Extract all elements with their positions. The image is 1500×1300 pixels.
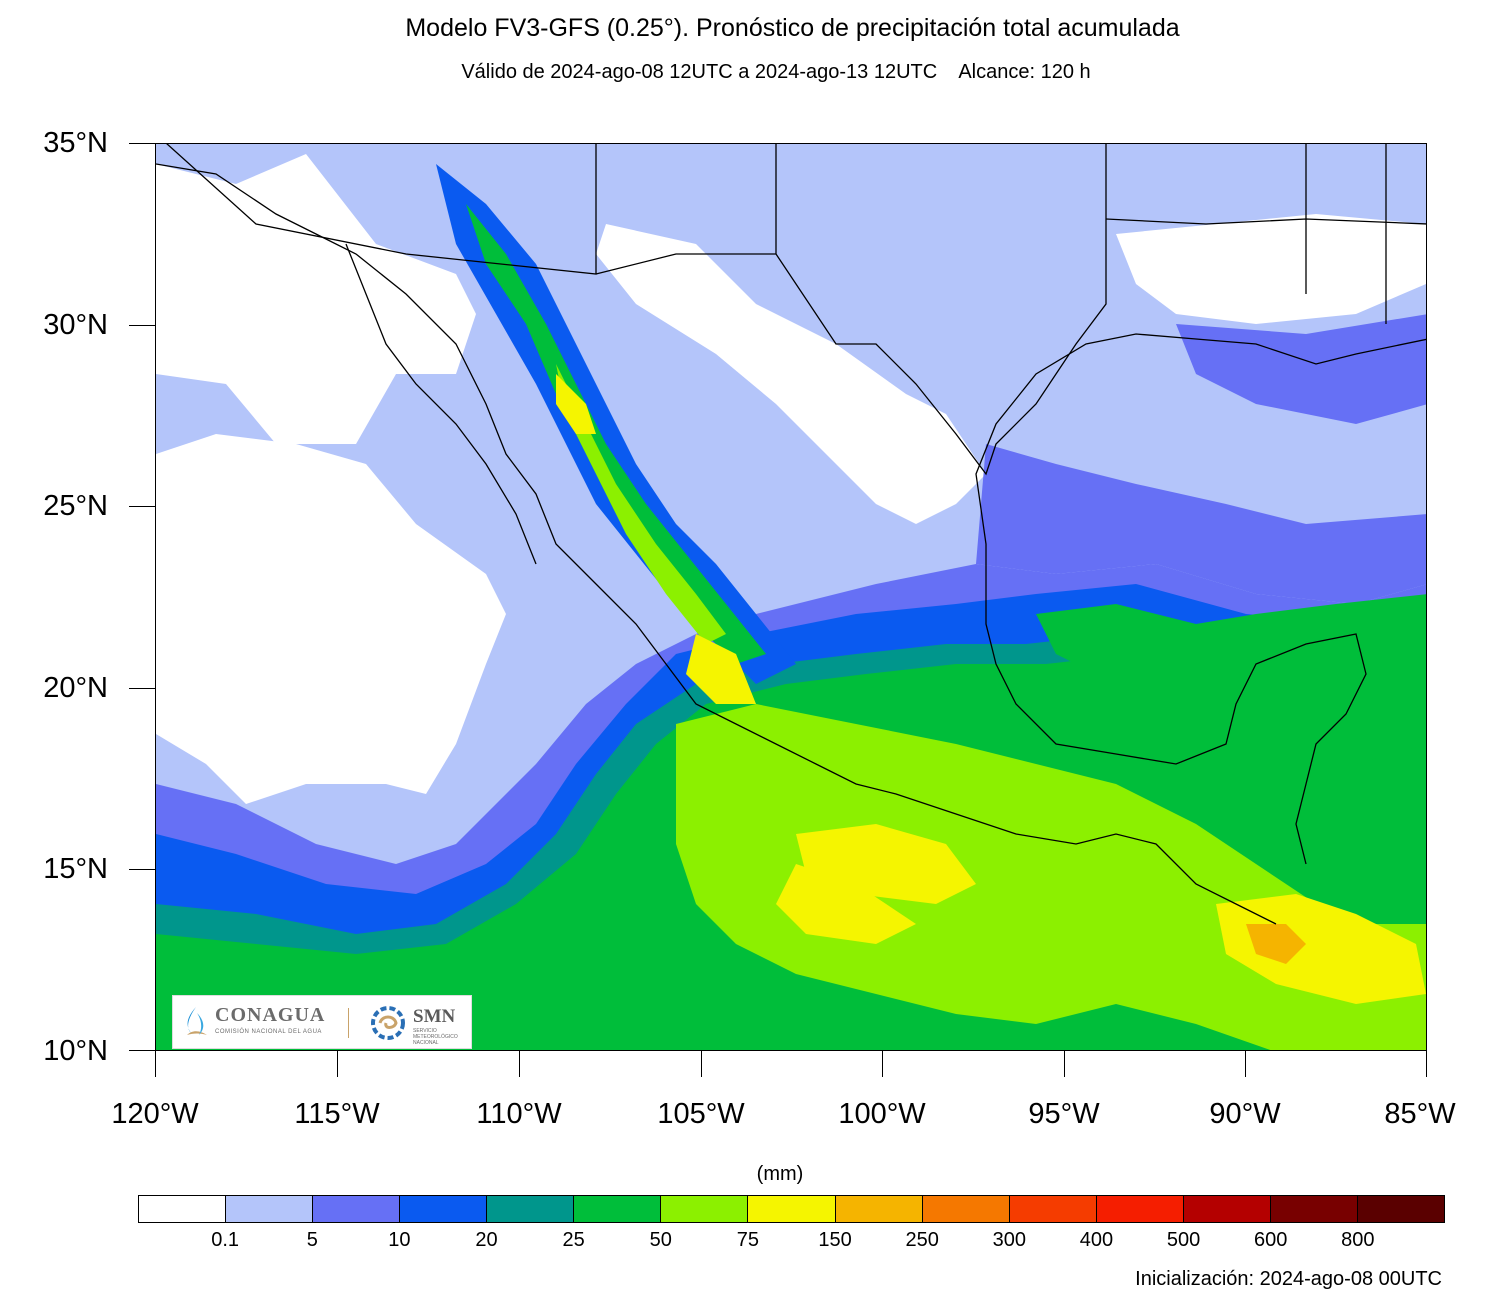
gulf-50mm [1036, 594, 1426, 764]
lon-label-85: 85°W [1384, 1098, 1456, 1130]
yellow-blob-2 [776, 864, 916, 944]
legend-color-box [400, 1196, 488, 1222]
precip-10mm-gulf [976, 444, 1426, 604]
legend-label: 20 [475, 1229, 498, 1251]
legend-units: (mm) [756, 1163, 804, 1185]
lon-label-90: 90°W [1209, 1098, 1281, 1130]
legend-label: 600 [1254, 1229, 1288, 1251]
legend-label: 300 [992, 1229, 1027, 1251]
yellow-blob-3 [1216, 894, 1426, 1004]
logo-separator [348, 1008, 349, 1038]
initialization-label: Inicialización: 2024-ago-08 00UTC [1135, 1268, 1442, 1290]
dry-area-north-mexico [596, 224, 986, 524]
legend-colorbar [138, 1195, 1445, 1223]
lat-label-15: 15°N [43, 853, 108, 885]
legend-label: 150 [818, 1229, 852, 1251]
legend-color-box [1357, 1196, 1444, 1222]
legend-color-box [1096, 1196, 1184, 1222]
legend-color-box [1183, 1196, 1271, 1222]
lon-label-110: 110°W [476, 1098, 562, 1130]
lat-tick [129, 688, 155, 689]
dry-area-us-south [1116, 214, 1426, 324]
lat-tick [129, 506, 155, 507]
pacific-75mm [676, 704, 1426, 1050]
lat-tick [129, 143, 155, 144]
legend-label: 800 [1341, 1229, 1375, 1251]
lon-tick [1245, 1051, 1246, 1077]
orange-blob-1 [1246, 924, 1306, 964]
lon-tick [337, 1051, 338, 1077]
precip-10mm-us-gulf-coast [1176, 314, 1426, 424]
yellow-blob-4 [686, 634, 756, 704]
sierra-madre-75mm [556, 364, 726, 644]
lat-label-10: 10°N [43, 1035, 108, 1067]
smn-wordmark: SMN [413, 1006, 456, 1027]
lat-tick [129, 325, 155, 326]
legend-label: 250 [905, 1229, 939, 1251]
dry-area-pacific-west [156, 434, 506, 804]
lat-label-30: 30°N [43, 309, 108, 341]
sierra-madre-50mm [466, 204, 766, 664]
smn-logo-icon [371, 1006, 405, 1040]
legend-label: 50 [649, 1229, 672, 1251]
lat-label-35: 35°N [43, 127, 108, 159]
lon-label-120: 120°W [111, 1098, 199, 1130]
conagua-subtitle: COMISIÓN NACIONAL DEL AGUA [215, 1029, 322, 1035]
lon-label-115: 115°W [294, 1098, 380, 1130]
lat-label-25: 25°N [43, 490, 108, 522]
legend-color-box [835, 1196, 923, 1222]
lat-label-20: 20°N [43, 672, 108, 704]
legend-color-box [139, 1196, 227, 1222]
lon-tick [701, 1051, 702, 1077]
conagua-logo-icon [187, 1007, 207, 1035]
lon-label-100: 100°W [838, 1098, 926, 1130]
lon-tick [1064, 1051, 1065, 1077]
legend-label: 0.1 [211, 1229, 240, 1251]
lat-tick [129, 1050, 155, 1051]
coastlines [156, 144, 1426, 925]
precipitation-map [155, 143, 1427, 1051]
legend-color-box [748, 1196, 836, 1222]
conagua-wordmark: CONAGUA [215, 1004, 326, 1026]
legend-color-box [1270, 1196, 1358, 1222]
legend-label: 25 [562, 1229, 585, 1251]
map-title: Modelo FV3-GFS (0.25°). Pronóstico de pr… [405, 14, 1180, 42]
lon-tick [155, 1051, 156, 1077]
legend-label: 400 [1079, 1229, 1114, 1251]
lon-tick [1426, 1051, 1427, 1077]
yellow-blob-5 [556, 374, 596, 434]
lon-label-105: 105°W [657, 1098, 745, 1130]
lon-label-95: 95°W [1028, 1098, 1100, 1130]
lon-tick [882, 1051, 883, 1077]
map-subtitle: Válido de 2024-ago-08 12UTC a 2024-ago-1… [461, 61, 1091, 83]
dry-area-baja-pacific [156, 154, 476, 444]
legend-color-box [574, 1196, 662, 1222]
legend-label: 10 [388, 1229, 411, 1251]
legend-label: 75 [736, 1229, 760, 1251]
lat-tick [129, 869, 155, 870]
legend-label: 5 [306, 1229, 318, 1251]
smn-subtitle: SERVICIO METEOROLÓGICO NACIONAL [413, 1028, 458, 1046]
legend-label: 500 [1166, 1229, 1201, 1251]
logo-panel: CONAGUA COMISIÓN NACIONAL DEL AGUA SMN S… [172, 995, 472, 1049]
legend-color-box [922, 1196, 1010, 1222]
legend-color-box [487, 1196, 575, 1222]
legend-color-box [661, 1196, 749, 1222]
lon-tick [519, 1051, 520, 1077]
precipitation-field [156, 144, 1426, 1050]
legend-color-box [313, 1196, 401, 1222]
legend-color-box [226, 1196, 314, 1222]
legend-color-box [1009, 1196, 1097, 1222]
